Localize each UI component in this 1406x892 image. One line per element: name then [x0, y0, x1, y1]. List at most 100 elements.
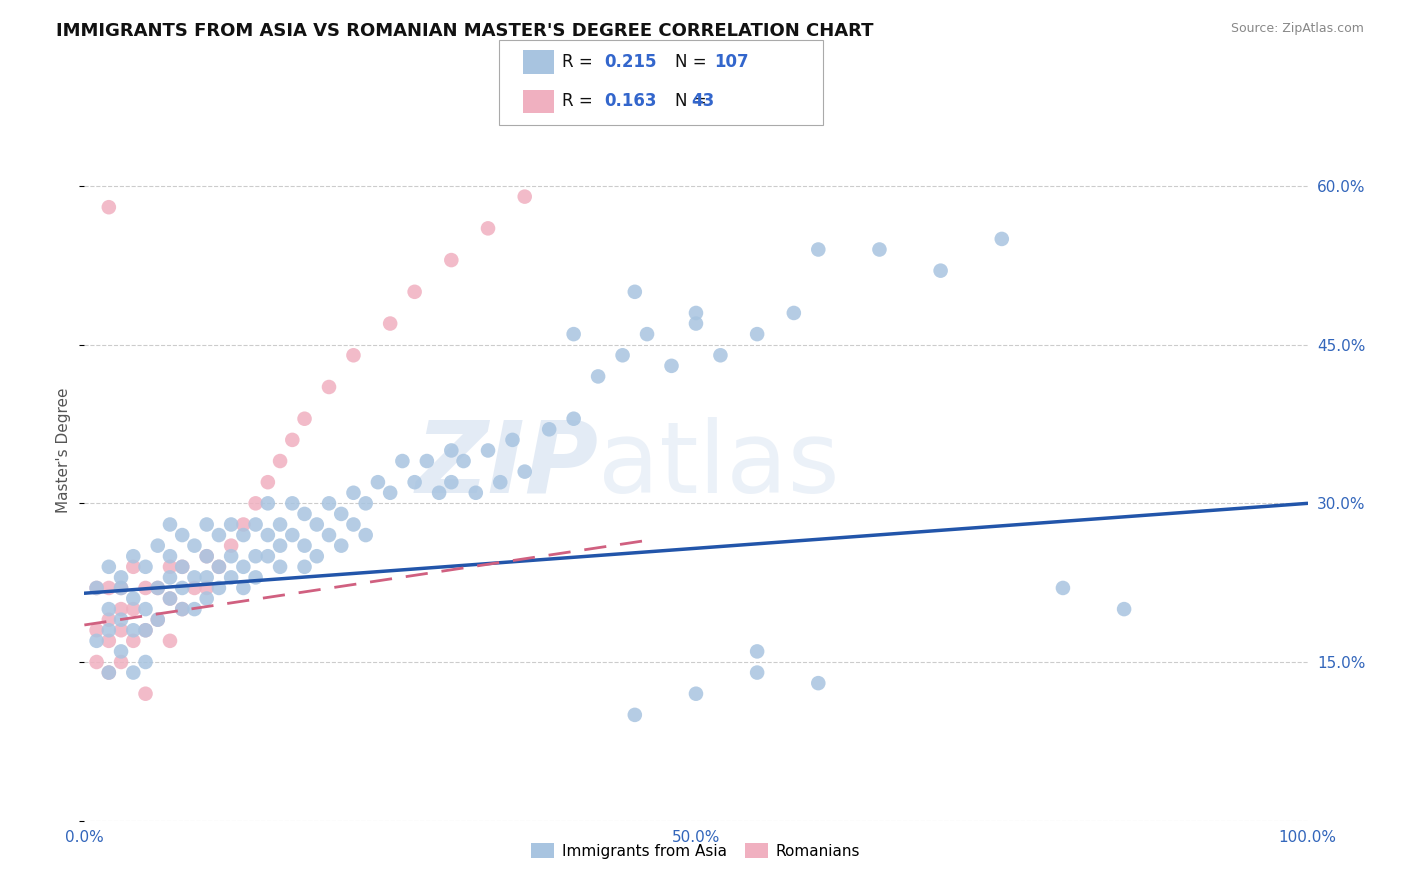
Point — [391, 454, 413, 468]
Point — [269, 539, 291, 553]
Point — [427, 485, 450, 500]
Point — [159, 517, 181, 532]
Point — [86, 581, 108, 595]
Point — [318, 528, 340, 542]
Point — [562, 411, 585, 425]
Point — [97, 559, 120, 574]
Point — [97, 602, 120, 616]
Point — [453, 454, 475, 468]
Point — [783, 306, 806, 320]
Point — [135, 624, 157, 638]
Point — [636, 327, 658, 342]
Point — [146, 613, 169, 627]
Point — [208, 581, 231, 595]
Point — [440, 443, 463, 458]
Point — [257, 549, 280, 564]
Point — [747, 644, 769, 658]
Point — [245, 517, 267, 532]
Point — [159, 591, 181, 606]
Point — [97, 581, 120, 595]
Point — [208, 528, 231, 542]
Point — [257, 496, 280, 510]
Point — [807, 243, 830, 257]
Text: N =: N = — [675, 53, 711, 71]
Point — [624, 707, 647, 722]
Point — [172, 559, 194, 574]
Point — [110, 581, 132, 595]
Text: 107: 107 — [714, 53, 749, 71]
Point — [294, 507, 316, 521]
Point — [464, 485, 486, 500]
Point — [869, 243, 891, 257]
Point — [172, 602, 194, 616]
Point — [354, 528, 377, 542]
Point — [269, 559, 291, 574]
Point — [502, 433, 524, 447]
Point — [416, 454, 439, 468]
Point — [538, 422, 561, 436]
Point — [404, 475, 426, 490]
Point — [232, 528, 254, 542]
Point — [135, 602, 157, 616]
Point — [195, 570, 218, 584]
Point — [440, 253, 463, 268]
Point — [97, 665, 120, 680]
Point — [342, 348, 364, 362]
Point — [195, 591, 218, 606]
Point — [110, 644, 132, 658]
Point — [208, 559, 231, 574]
Point — [257, 475, 280, 490]
Point — [195, 581, 218, 595]
Point — [122, 633, 145, 648]
Point — [86, 624, 108, 638]
Point — [513, 465, 536, 479]
Point — [330, 539, 353, 553]
Point — [624, 285, 647, 299]
Point — [183, 570, 205, 584]
Point — [305, 549, 328, 564]
Text: N =: N = — [675, 92, 711, 110]
Point — [489, 475, 512, 490]
Point — [354, 496, 377, 510]
Point — [709, 348, 731, 362]
Point — [612, 348, 634, 362]
Point — [747, 665, 769, 680]
Text: IMMIGRANTS FROM ASIA VS ROMANIAN MASTER'S DEGREE CORRELATION CHART: IMMIGRANTS FROM ASIA VS ROMANIAN MASTER'… — [56, 22, 873, 40]
Point — [122, 624, 145, 638]
Point — [245, 549, 267, 564]
Point — [195, 549, 218, 564]
Point — [183, 539, 205, 553]
Point — [380, 485, 402, 500]
Point — [97, 200, 120, 214]
Point — [440, 475, 463, 490]
Point — [208, 559, 231, 574]
Point — [146, 581, 169, 595]
Point — [380, 317, 402, 331]
Point — [281, 528, 304, 542]
Point — [685, 306, 707, 320]
Point — [122, 591, 145, 606]
Point — [172, 528, 194, 542]
Point — [281, 433, 304, 447]
Point — [146, 539, 169, 553]
Point — [110, 570, 132, 584]
Point — [86, 581, 108, 595]
Point — [146, 613, 169, 627]
Point — [404, 285, 426, 299]
Point — [294, 539, 316, 553]
Point — [257, 528, 280, 542]
Point — [172, 602, 194, 616]
Point — [159, 570, 181, 584]
Point — [122, 602, 145, 616]
Text: ZIP: ZIP — [415, 417, 598, 514]
Text: 0.163: 0.163 — [605, 92, 657, 110]
Point — [86, 655, 108, 669]
Point — [245, 570, 267, 584]
Point — [477, 443, 499, 458]
Point — [110, 613, 132, 627]
Point — [86, 633, 108, 648]
Point — [294, 411, 316, 425]
Point — [219, 539, 242, 553]
Point — [183, 602, 205, 616]
Point — [122, 665, 145, 680]
